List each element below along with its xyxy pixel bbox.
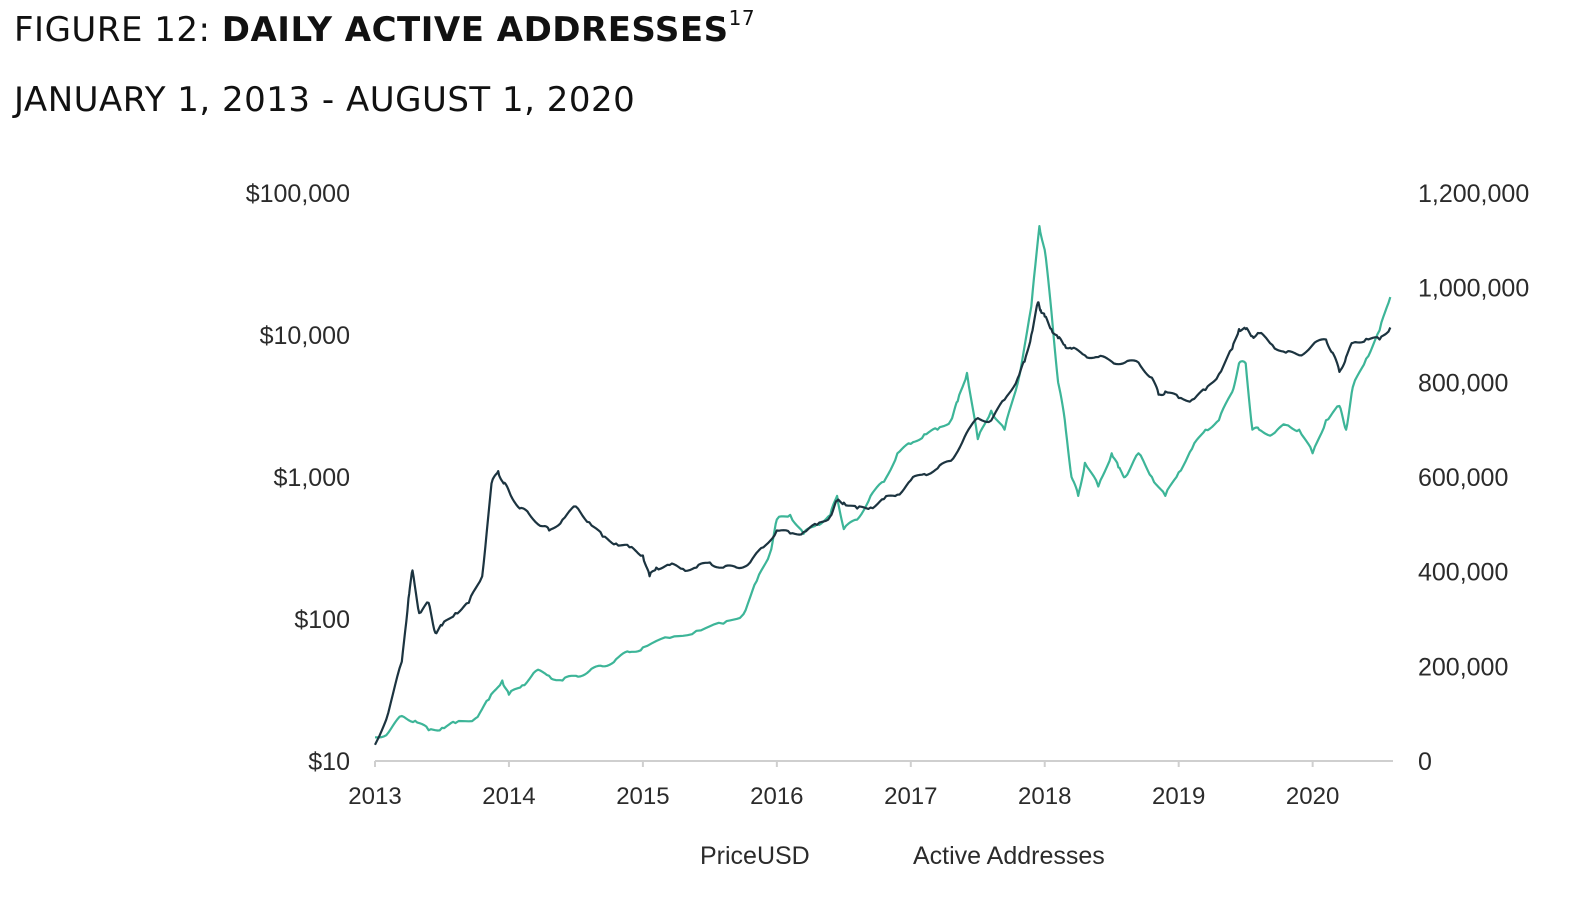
figure-date-range: JANUARY 1, 2013 - AUGUST 1, 2020	[14, 80, 636, 120]
left-axis-price: $10 $100 $1,000 $10,000 $100,000	[246, 180, 350, 776]
x-axis-years: 2013 2014 2015 2016 2017 2018 2019 2020	[348, 761, 1339, 810]
series-active-addresses	[374, 225, 1392, 739]
right-tick-label: 400,000	[1418, 559, 1508, 587]
left-tick-label: $10	[308, 748, 350, 776]
x-tick-label: 2019	[1152, 783, 1205, 810]
right-tick-label: 800,000	[1418, 369, 1508, 397]
x-tick-label: 2014	[482, 783, 535, 810]
figure-title: FIGURE 12: DAILY ACTIVE ADDRESSES17	[14, 6, 755, 50]
left-tick-label: $100,000	[246, 180, 350, 208]
figure-title-text: DAILY ACTIVE ADDRESSES	[221, 10, 729, 50]
series-price-usd	[374, 301, 1392, 746]
right-tick-label: 600,000	[1418, 464, 1508, 492]
right-tick-label: 1,000,000	[1418, 275, 1529, 303]
right-axis-addresses: 0 200,000 400,000 600,000 800,000 1,000,000 1,…	[1418, 180, 1529, 776]
x-tick-label: 2016	[750, 783, 803, 810]
x-tick-label: 2015	[616, 783, 669, 810]
x-tick-label: 2017	[884, 783, 937, 810]
right-tick-label: 0	[1418, 748, 1432, 776]
x-tick-label: 2018	[1018, 783, 1071, 810]
legend: PriceUSD Active Addresses	[700, 842, 1105, 870]
left-tick-label: $10,000	[260, 322, 350, 350]
footnote-marker: 17	[728, 6, 756, 30]
x-tick-label: 2020	[1286, 783, 1339, 810]
left-tick-label: $1,000	[274, 464, 350, 492]
legend-item: PriceUSD	[700, 842, 810, 870]
figure-number: FIGURE 12:	[14, 10, 222, 50]
series-lines	[374, 225, 1392, 746]
x-tick-label: 2013	[348, 783, 401, 810]
right-tick-label: 1,200,000	[1418, 180, 1529, 208]
right-tick-label: 200,000	[1418, 653, 1508, 681]
left-tick-label: $100	[294, 606, 350, 634]
legend-item: Active Addresses	[913, 842, 1105, 870]
